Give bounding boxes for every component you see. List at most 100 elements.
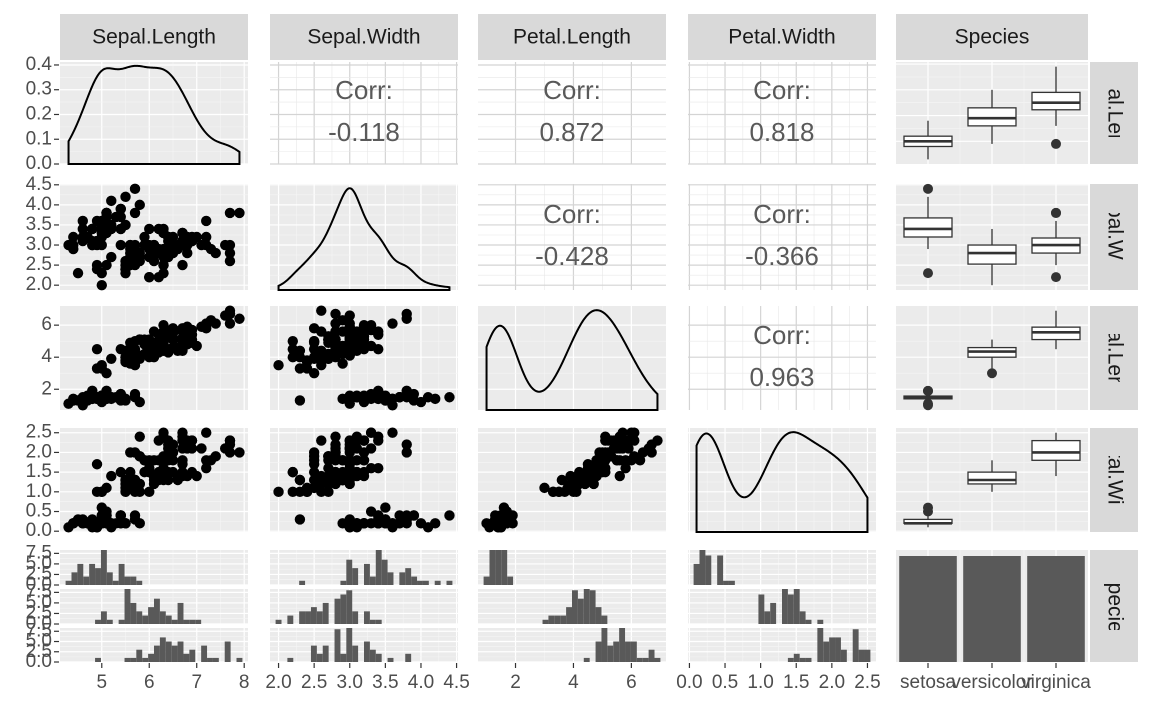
scatter-point xyxy=(115,466,126,478)
corr-label: Corr: xyxy=(753,75,811,105)
scatter-point xyxy=(91,259,103,271)
y-tick-label: 1.0 xyxy=(26,481,52,502)
y-tick-label: 1.5 xyxy=(26,461,52,482)
histogram-bar xyxy=(787,594,794,624)
x-tick-label: 7 xyxy=(191,672,202,693)
scatter-point xyxy=(106,353,117,365)
scatter-point xyxy=(492,518,504,529)
scatter-point xyxy=(507,518,518,529)
scatter-point xyxy=(224,247,236,259)
histogram-bar xyxy=(501,550,508,585)
scatter-point xyxy=(224,255,236,267)
histogram-bar xyxy=(793,653,800,662)
scatter-point xyxy=(620,462,631,474)
scatter-point xyxy=(629,451,640,462)
scatter-point xyxy=(91,459,103,470)
histogram-bar xyxy=(648,649,655,662)
scatter-point xyxy=(72,267,84,279)
scatter-point xyxy=(177,443,188,454)
scatter-point xyxy=(323,451,334,462)
panel-background xyxy=(478,62,666,164)
histogram-bar xyxy=(154,598,160,624)
outlier xyxy=(923,385,933,396)
histogram-bar xyxy=(275,619,282,624)
histogram-bar xyxy=(717,555,724,585)
histogram-bar xyxy=(65,580,72,585)
scatter-point xyxy=(87,393,98,405)
scatter-point xyxy=(380,390,391,401)
scatter-point xyxy=(330,466,341,478)
corr-value: -0.118 xyxy=(328,117,400,147)
scatter-point xyxy=(96,393,107,405)
scatter-point xyxy=(358,435,370,446)
scatter-point xyxy=(120,395,131,406)
scatter-point xyxy=(224,308,236,320)
y-tick-label: 2.5 xyxy=(26,602,52,623)
strip-background xyxy=(60,14,248,60)
histogram-bar xyxy=(817,628,824,662)
x-tick-label: 2.0 xyxy=(265,672,291,693)
histogram-bar xyxy=(189,619,196,624)
histogram-bar xyxy=(369,576,376,585)
scatter-point xyxy=(101,368,112,379)
box xyxy=(967,244,1017,265)
histogram-bar xyxy=(619,628,626,662)
panel-background xyxy=(688,428,876,532)
scatter-point xyxy=(167,447,179,458)
histogram-bar xyxy=(207,657,213,662)
scatter-point xyxy=(129,259,141,271)
x-tick-label: 2 xyxy=(510,672,521,693)
box xyxy=(1031,91,1081,111)
scatter-point xyxy=(210,451,221,462)
histogram-bar xyxy=(95,619,101,624)
y-tick-label: 2.5 xyxy=(26,422,52,443)
scatter-point xyxy=(308,368,320,379)
histogram-bar xyxy=(805,657,812,662)
scatter-point xyxy=(153,347,164,358)
outlier xyxy=(923,268,933,279)
histogram-bar xyxy=(148,607,154,624)
scatter-point xyxy=(129,207,141,219)
scatter-point xyxy=(106,195,117,207)
scatter-point xyxy=(308,351,320,363)
histogram-bar xyxy=(212,657,219,662)
histogram-bar xyxy=(340,653,347,662)
scatter-point xyxy=(365,427,377,438)
scatter-point xyxy=(380,514,391,525)
scatter-point xyxy=(77,393,88,405)
scatter-point xyxy=(588,478,599,490)
scatter-point xyxy=(358,455,370,466)
histogram-bar xyxy=(583,657,590,662)
histogram-bar xyxy=(340,594,347,624)
histogram-bar xyxy=(171,645,178,662)
scatter-point xyxy=(210,247,221,259)
histogram-bar xyxy=(352,645,359,662)
scatter-point xyxy=(201,323,212,334)
scatter-point xyxy=(234,207,245,219)
scatter-point xyxy=(507,510,518,521)
y-tick-label: 0.0 xyxy=(26,520,52,541)
scatter-point xyxy=(234,313,245,324)
scatter-point xyxy=(273,360,284,371)
histogram-bar xyxy=(560,615,567,624)
histogram-bar xyxy=(100,611,107,624)
scatter-point xyxy=(177,239,188,251)
scatter-point xyxy=(210,318,221,329)
box xyxy=(967,471,1017,485)
corr-label: Corr: xyxy=(543,75,601,105)
panel-background xyxy=(60,62,248,164)
histogram-bar xyxy=(864,649,871,662)
scatter-point xyxy=(394,392,405,403)
scatter-point xyxy=(125,247,136,259)
scatter-point xyxy=(380,502,391,513)
histogram-bar xyxy=(411,576,418,585)
scatter-point xyxy=(120,486,131,498)
histogram-bar xyxy=(364,641,370,662)
strip-background xyxy=(1090,550,1138,662)
scatter-point xyxy=(330,334,341,345)
scatter-point xyxy=(344,318,355,329)
histogram-bar xyxy=(601,615,608,624)
scatter-point xyxy=(316,305,327,316)
scatter-point xyxy=(337,358,348,369)
